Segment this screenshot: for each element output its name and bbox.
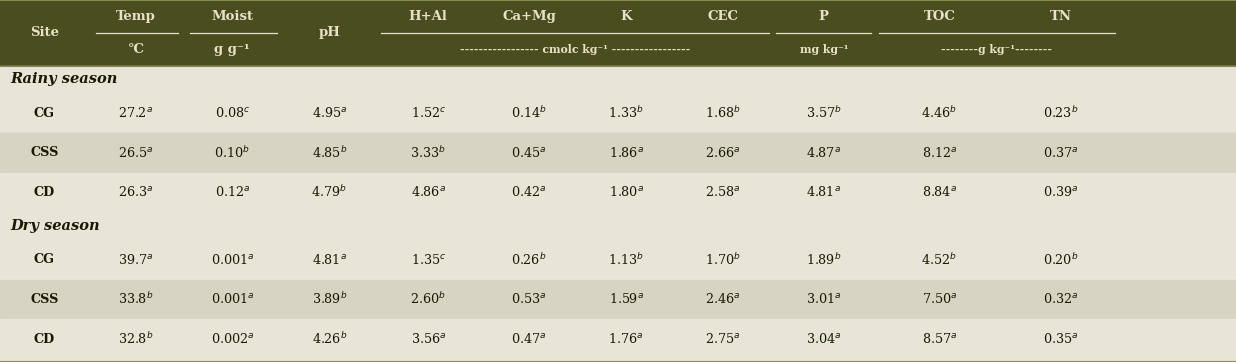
Text: ----------------- cmolc kg⁻¹ -----------------: ----------------- cmolc kg⁻¹ -----------… xyxy=(460,44,690,55)
Bar xyxy=(0,240,1236,279)
Text: CD: CD xyxy=(33,186,56,199)
Text: 0.001$^{a}$: 0.001$^{a}$ xyxy=(210,253,255,267)
Text: 0.37$^{a}$: 0.37$^{a}$ xyxy=(1043,146,1079,160)
Text: 3.56$^{a}$: 3.56$^{a}$ xyxy=(410,332,446,346)
Text: 4.81$^{a}$: 4.81$^{a}$ xyxy=(311,253,347,267)
Text: 32.8$^{b}$: 32.8$^{b}$ xyxy=(119,331,153,347)
Text: 1.68$^{b}$: 1.68$^{b}$ xyxy=(706,105,740,121)
Text: 1.13$^{b}$: 1.13$^{b}$ xyxy=(608,252,644,268)
Text: K: K xyxy=(620,10,632,23)
Text: 0.08$^{c}$: 0.08$^{c}$ xyxy=(215,106,250,120)
Text: 0.20$^{b}$: 0.20$^{b}$ xyxy=(1043,252,1079,268)
Text: 1.76$^{a}$: 1.76$^{a}$ xyxy=(608,332,644,346)
Text: P: P xyxy=(818,10,829,23)
Text: 2.60$^{b}$: 2.60$^{b}$ xyxy=(410,291,446,307)
Text: 0.002$^{a}$: 0.002$^{a}$ xyxy=(210,332,255,346)
Text: CG: CG xyxy=(35,106,54,119)
Text: CSS: CSS xyxy=(31,293,58,306)
Text: Site: Site xyxy=(30,26,59,39)
Text: Rainy season: Rainy season xyxy=(10,72,117,87)
Text: 1.52$^{c}$: 1.52$^{c}$ xyxy=(410,106,446,120)
Text: 0.001$^{a}$: 0.001$^{a}$ xyxy=(210,292,255,306)
Bar xyxy=(0,66,1236,93)
Text: 4.46$^{b}$: 4.46$^{b}$ xyxy=(922,105,957,121)
Text: 33.8$^{b}$: 33.8$^{b}$ xyxy=(119,291,153,307)
Text: 4.81$^{a}$: 4.81$^{a}$ xyxy=(806,185,842,199)
Text: pH: pH xyxy=(319,26,340,39)
Bar xyxy=(0,319,1236,359)
Text: CD: CD xyxy=(33,333,56,346)
Text: 4.87$^{a}$: 4.87$^{a}$ xyxy=(806,146,842,160)
Text: 0.32$^{a}$: 0.32$^{a}$ xyxy=(1043,292,1079,306)
Text: °C: °C xyxy=(127,43,145,56)
Text: 0.23$^{b}$: 0.23$^{b}$ xyxy=(1043,105,1079,121)
Text: 8.12$^{a}$: 8.12$^{a}$ xyxy=(922,146,957,160)
Text: CSS: CSS xyxy=(31,146,58,159)
Text: 0.14$^{b}$: 0.14$^{b}$ xyxy=(512,105,546,121)
Text: 2.66$^{a}$: 2.66$^{a}$ xyxy=(706,146,740,160)
Text: Dry season: Dry season xyxy=(10,219,100,233)
Text: 3.01$^{a}$: 3.01$^{a}$ xyxy=(806,292,842,306)
Text: CEC: CEC xyxy=(707,10,739,23)
Text: 4.86$^{a}$: 4.86$^{a}$ xyxy=(410,185,446,199)
Text: 3.04$^{a}$: 3.04$^{a}$ xyxy=(806,332,842,346)
Text: 1.35$^{c}$: 1.35$^{c}$ xyxy=(410,253,446,267)
Text: 3.33$^{b}$: 3.33$^{b}$ xyxy=(410,145,446,161)
Text: TOC: TOC xyxy=(923,10,955,23)
Text: 4.85$^{b}$: 4.85$^{b}$ xyxy=(311,145,347,161)
Text: 1.33$^{b}$: 1.33$^{b}$ xyxy=(608,105,644,121)
Text: 1.59$^{a}$: 1.59$^{a}$ xyxy=(608,292,644,306)
Text: CG: CG xyxy=(35,253,54,266)
Text: 1.86$^{a}$: 1.86$^{a}$ xyxy=(608,146,644,160)
Text: 0.35$^{a}$: 0.35$^{a}$ xyxy=(1043,332,1079,346)
Text: 1.89$^{b}$: 1.89$^{b}$ xyxy=(806,252,842,268)
Text: Temp: Temp xyxy=(116,10,156,23)
Bar xyxy=(0,279,1236,319)
Text: 0.10$^{b}$: 0.10$^{b}$ xyxy=(215,145,250,161)
Text: 0.26$^{b}$: 0.26$^{b}$ xyxy=(512,252,546,268)
Text: 26.5$^{a}$: 26.5$^{a}$ xyxy=(119,146,153,160)
Text: 4.52$^{b}$: 4.52$^{b}$ xyxy=(922,252,957,268)
Bar xyxy=(0,0,1236,66)
Text: H+Al: H+Al xyxy=(409,10,447,23)
Text: 0.39$^{a}$: 0.39$^{a}$ xyxy=(1043,185,1079,199)
Text: 3.89$^{b}$: 3.89$^{b}$ xyxy=(311,291,347,307)
Text: 1.80$^{a}$: 1.80$^{a}$ xyxy=(608,185,644,199)
Text: 4.95$^{a}$: 4.95$^{a}$ xyxy=(311,106,347,120)
Text: 0.47$^{a}$: 0.47$^{a}$ xyxy=(512,332,546,346)
Text: 0.53$^{a}$: 0.53$^{a}$ xyxy=(512,292,546,306)
Bar xyxy=(0,173,1236,212)
Text: 4.26$^{b}$: 4.26$^{b}$ xyxy=(311,331,347,347)
Text: 3.57$^{b}$: 3.57$^{b}$ xyxy=(806,105,842,121)
Text: 0.45$^{a}$: 0.45$^{a}$ xyxy=(512,146,546,160)
Text: 8.57$^{a}$: 8.57$^{a}$ xyxy=(922,332,957,346)
Text: 7.50$^{a}$: 7.50$^{a}$ xyxy=(922,292,957,306)
Text: 2.46$^{a}$: 2.46$^{a}$ xyxy=(706,292,740,306)
Text: 2.58$^{a}$: 2.58$^{a}$ xyxy=(706,185,740,199)
Bar xyxy=(0,359,1236,362)
Bar xyxy=(0,133,1236,173)
Text: mg kg⁻¹: mg kg⁻¹ xyxy=(800,44,848,55)
Text: TN: TN xyxy=(1051,10,1072,23)
Text: 39.7$^{a}$: 39.7$^{a}$ xyxy=(119,253,153,267)
Text: 1.70$^{b}$: 1.70$^{b}$ xyxy=(706,252,740,268)
Text: 2.75$^{a}$: 2.75$^{a}$ xyxy=(706,332,740,346)
Text: 27.2$^{a}$: 27.2$^{a}$ xyxy=(119,106,153,120)
Text: 0.42$^{a}$: 0.42$^{a}$ xyxy=(512,185,546,199)
Text: Moist: Moist xyxy=(211,10,253,23)
Text: g g⁻¹: g g⁻¹ xyxy=(215,43,250,56)
Text: --------g kg⁻¹--------: --------g kg⁻¹-------- xyxy=(942,44,1052,55)
Text: 4.79$^{b}$: 4.79$^{b}$ xyxy=(311,185,347,201)
Text: 8.84$^{a}$: 8.84$^{a}$ xyxy=(922,185,957,199)
Bar xyxy=(0,212,1236,240)
Text: Ca+Mg: Ca+Mg xyxy=(502,10,556,23)
Text: 0.12$^{a}$: 0.12$^{a}$ xyxy=(215,185,250,199)
Bar xyxy=(0,93,1236,133)
Text: 26.3$^{a}$: 26.3$^{a}$ xyxy=(119,185,153,199)
